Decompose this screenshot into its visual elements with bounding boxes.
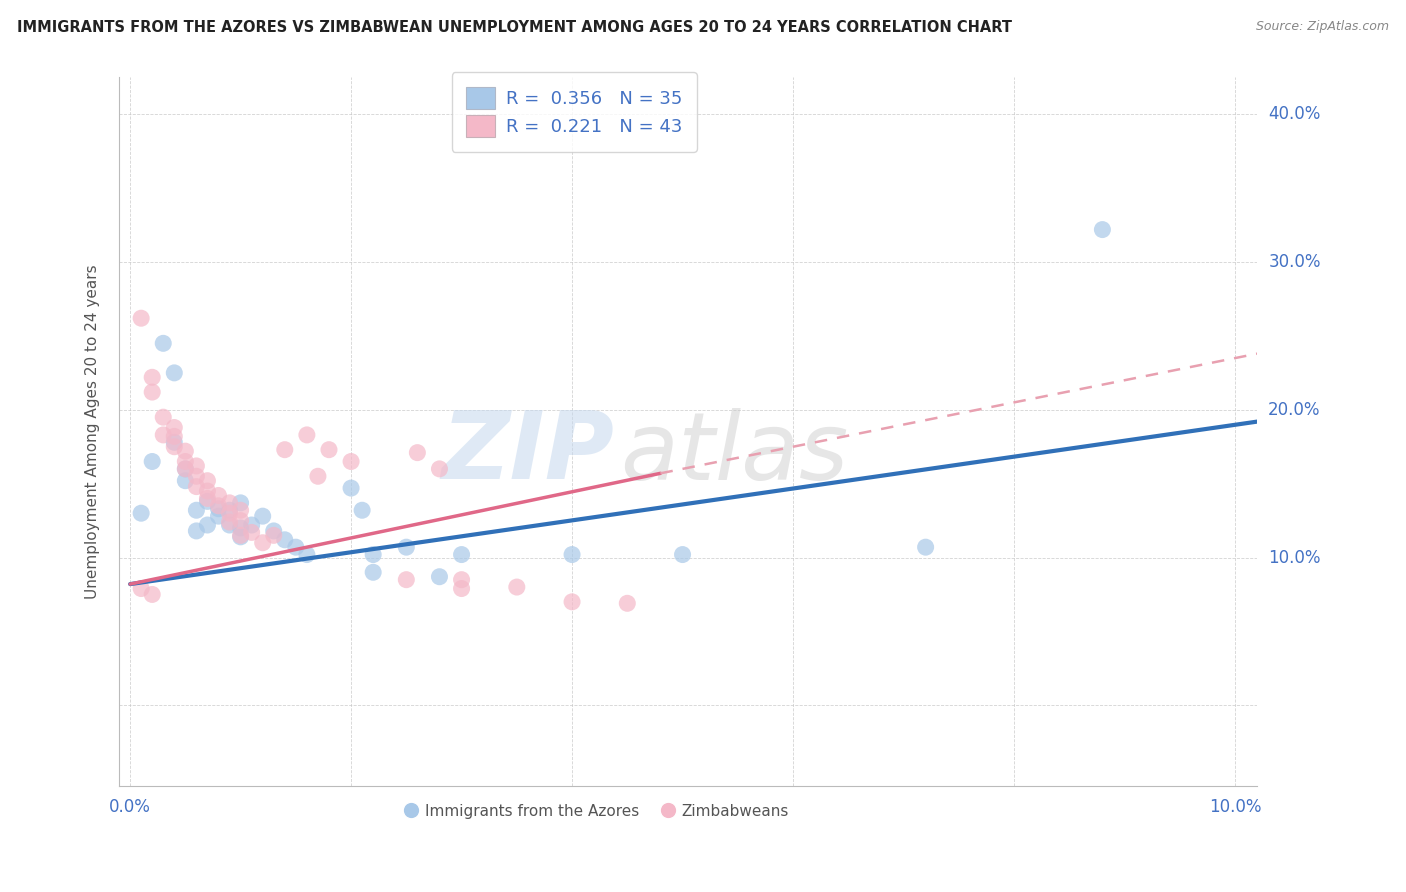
Point xyxy=(307,469,329,483)
Point xyxy=(186,503,208,517)
Point xyxy=(240,525,263,540)
Point xyxy=(240,518,263,533)
Point xyxy=(218,518,240,533)
Point xyxy=(395,540,418,554)
Text: 10.0%: 10.0% xyxy=(1268,549,1320,566)
Point xyxy=(274,533,297,547)
Point xyxy=(218,503,240,517)
Point xyxy=(229,514,252,528)
Point xyxy=(218,506,240,520)
Point xyxy=(429,570,451,584)
Point xyxy=(229,528,252,542)
Point xyxy=(295,548,318,562)
Point xyxy=(207,509,229,524)
Point xyxy=(152,336,174,351)
Point xyxy=(450,582,472,596)
Point xyxy=(141,587,163,601)
Point xyxy=(129,311,152,326)
Point xyxy=(295,428,318,442)
Point xyxy=(141,454,163,468)
Point xyxy=(361,566,384,580)
Point xyxy=(561,548,583,562)
Point xyxy=(318,442,340,457)
Point xyxy=(141,370,163,384)
Point xyxy=(207,488,229,502)
Point xyxy=(340,454,363,468)
Point xyxy=(914,540,936,554)
Point xyxy=(174,462,197,476)
Point xyxy=(352,503,374,517)
Text: 20.0%: 20.0% xyxy=(1268,401,1320,419)
Point xyxy=(616,596,638,610)
Point xyxy=(252,535,274,549)
Point xyxy=(197,491,219,506)
Text: ZIP: ZIP xyxy=(441,408,614,500)
Point xyxy=(163,429,186,443)
Point xyxy=(163,440,186,454)
Point xyxy=(152,428,174,442)
Legend: Immigrants from the Azores, Zimbabweans: Immigrants from the Azores, Zimbabweans xyxy=(399,797,796,825)
Point xyxy=(174,462,197,476)
Point xyxy=(186,480,208,494)
Point xyxy=(450,548,472,562)
Point xyxy=(129,582,152,596)
Point xyxy=(561,595,583,609)
Point xyxy=(186,469,208,483)
Point xyxy=(229,521,252,535)
Point xyxy=(218,515,240,529)
Text: 10.0%: 10.0% xyxy=(1209,798,1261,816)
Point xyxy=(406,445,429,459)
Point xyxy=(174,454,197,468)
Point xyxy=(1091,222,1114,236)
Point xyxy=(207,501,229,516)
Point xyxy=(506,580,529,594)
Point xyxy=(263,528,285,542)
Point xyxy=(163,420,186,434)
Point xyxy=(218,496,240,510)
Y-axis label: Unemployment Among Ages 20 to 24 years: Unemployment Among Ages 20 to 24 years xyxy=(86,265,100,599)
Point xyxy=(229,503,252,517)
Point xyxy=(252,509,274,524)
Point xyxy=(263,524,285,538)
Point xyxy=(163,366,186,380)
Point xyxy=(450,573,472,587)
Point xyxy=(186,458,208,473)
Point xyxy=(197,474,219,488)
Point xyxy=(163,435,186,450)
Point xyxy=(229,496,252,510)
Point xyxy=(284,540,307,554)
Point xyxy=(197,483,219,498)
Point xyxy=(174,474,197,488)
Point xyxy=(197,494,219,508)
Text: 0.0%: 0.0% xyxy=(110,798,150,816)
Point xyxy=(129,506,152,520)
Point xyxy=(207,499,229,513)
Point xyxy=(229,530,252,544)
Point xyxy=(274,442,297,457)
Point xyxy=(141,385,163,400)
Point xyxy=(174,444,197,458)
Point xyxy=(152,410,174,425)
Text: IMMIGRANTS FROM THE AZORES VS ZIMBABWEAN UNEMPLOYMENT AMONG AGES 20 TO 24 YEARS : IMMIGRANTS FROM THE AZORES VS ZIMBABWEAN… xyxy=(17,20,1012,35)
Point xyxy=(361,548,384,562)
Text: 40.0%: 40.0% xyxy=(1268,105,1320,123)
Text: Source: ZipAtlas.com: Source: ZipAtlas.com xyxy=(1256,20,1389,33)
Point xyxy=(197,518,219,533)
Point xyxy=(395,573,418,587)
Point xyxy=(429,462,451,476)
Point xyxy=(671,548,693,562)
Point xyxy=(340,481,363,495)
Text: 30.0%: 30.0% xyxy=(1268,253,1320,271)
Text: atlas: atlas xyxy=(620,408,848,499)
Point xyxy=(186,524,208,538)
